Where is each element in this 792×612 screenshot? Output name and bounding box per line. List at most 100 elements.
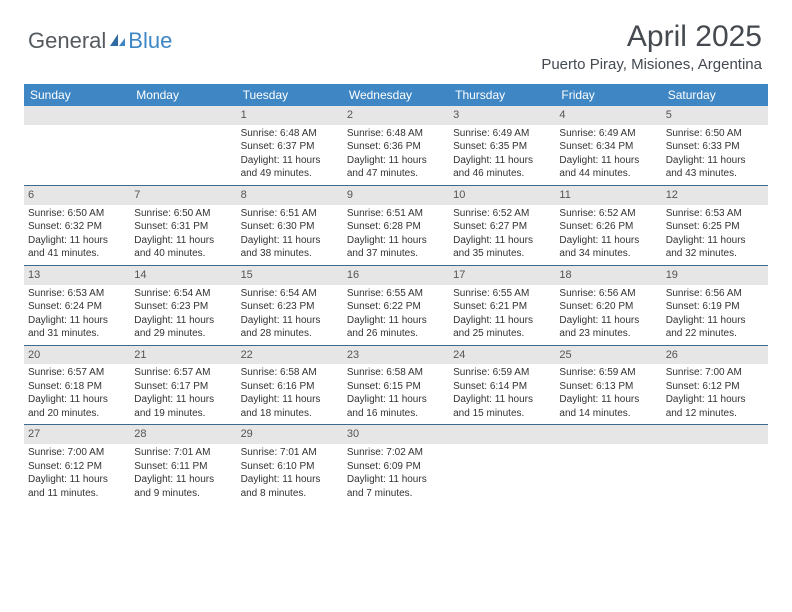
logo: General Blue xyxy=(28,28,172,54)
location-text: Puerto Piray, Misiones, Argentina xyxy=(541,56,762,73)
day-details: Sunrise: 6:50 AMSunset: 6:32 PMDaylight:… xyxy=(24,207,130,261)
sunrise-text: Sunrise: 6:58 AM xyxy=(241,366,339,380)
sunset-text: Sunset: 6:19 PM xyxy=(666,300,764,314)
sunrise-text: Sunrise: 7:01 AM xyxy=(241,446,339,460)
daylight-text: Daylight: 11 hours and 18 minutes. xyxy=(241,393,339,420)
daylight-text: Daylight: 11 hours and 31 minutes. xyxy=(28,314,126,341)
calendar-cell xyxy=(555,425,661,504)
daylight-text: Daylight: 11 hours and 20 minutes. xyxy=(28,393,126,420)
calendar-cell: 20Sunrise: 6:57 AMSunset: 6:18 PMDayligh… xyxy=(24,346,130,425)
day-number: 5 xyxy=(662,106,768,125)
day-details: Sunrise: 6:56 AMSunset: 6:19 PMDaylight:… xyxy=(662,287,768,341)
weekday-label: Monday xyxy=(130,84,236,106)
calendar-cell xyxy=(130,106,236,185)
calendar-cell: 5 Sunrise: 6:50 AMSunset: 6:33 PMDaylight… xyxy=(662,106,768,185)
day-number xyxy=(555,425,661,444)
daylight-text: Daylight: 11 hours and 38 minutes. xyxy=(241,234,339,261)
day-number: 9 xyxy=(343,186,449,205)
calendar-week: 1Sunrise: 6:48 AMSunset: 6:37 PMDaylight… xyxy=(24,106,768,185)
day-details: Sunrise: 6:55 AMSunset: 6:22 PMDaylight:… xyxy=(343,287,449,341)
sunrise-text: Sunrise: 7:00 AM xyxy=(28,446,126,460)
daylight-text: Daylight: 11 hours and 29 minutes. xyxy=(134,314,232,341)
daylight-text: Daylight: 11 hours and 19 minutes. xyxy=(134,393,232,420)
daylight-text: Daylight: 11 hours and 44 minutes. xyxy=(559,154,657,181)
sunset-text: Sunset: 6:23 PM xyxy=(241,300,339,314)
sunrise-text: Sunrise: 6:54 AM xyxy=(241,287,339,301)
weekday-label: Friday xyxy=(555,84,661,106)
sunrise-text: Sunrise: 7:02 AM xyxy=(347,446,445,460)
day-number: 19 xyxy=(662,266,768,285)
sunrise-text: Sunrise: 6:55 AM xyxy=(453,287,551,301)
sunset-text: Sunset: 6:12 PM xyxy=(28,460,126,474)
calendar-cell: 1Sunrise: 6:48 AMSunset: 6:37 PMDaylight… xyxy=(237,106,343,185)
day-details: Sunrise: 6:57 AMSunset: 6:18 PMDaylight:… xyxy=(24,366,130,420)
sunrise-text: Sunrise: 6:50 AM xyxy=(28,207,126,221)
weekday-header: SundayMondayTuesdayWednesdayThursdayFrid… xyxy=(24,84,768,106)
calendar-cell: 22Sunrise: 6:58 AMSunset: 6:16 PMDayligh… xyxy=(237,346,343,425)
day-details: Sunrise: 6:50 AMSunset: 6:31 PMDaylight:… xyxy=(130,207,236,261)
day-details: Sunrise: 6:48 AMSunset: 6:36 PMDaylight:… xyxy=(343,127,449,181)
sunset-text: Sunset: 6:16 PM xyxy=(241,380,339,394)
calendar-cell: 8Sunrise: 6:51 AMSunset: 6:30 PMDaylight… xyxy=(237,186,343,265)
sunrise-text: Sunrise: 6:57 AM xyxy=(28,366,126,380)
daylight-text: Daylight: 11 hours and 34 minutes. xyxy=(559,234,657,261)
calendar-cell: 9Sunrise: 6:51 AMSunset: 6:28 PMDaylight… xyxy=(343,186,449,265)
day-number xyxy=(130,106,236,125)
sunrise-text: Sunrise: 6:50 AM xyxy=(666,127,764,141)
day-number: 22 xyxy=(237,346,343,365)
day-number: 24 xyxy=(449,346,555,365)
day-details: Sunrise: 6:58 AMSunset: 6:16 PMDaylight:… xyxy=(237,366,343,420)
day-details: Sunrise: 6:48 AMSunset: 6:37 PMDaylight:… xyxy=(237,127,343,181)
day-details: Sunrise: 6:49 AMSunset: 6:34 PMDaylight:… xyxy=(555,127,661,181)
sunset-text: Sunset: 6:13 PM xyxy=(559,380,657,394)
day-number: 12 xyxy=(662,186,768,205)
calendar-week: 27Sunrise: 7:00 AMSunset: 6:12 PMDayligh… xyxy=(24,424,768,504)
daylight-text: Daylight: 11 hours and 25 minutes. xyxy=(453,314,551,341)
calendar-cell: 4Sunrise: 6:49 AMSunset: 6:34 PMDaylight… xyxy=(555,106,661,185)
calendar-week: 13Sunrise: 6:53 AMSunset: 6:24 PMDayligh… xyxy=(24,265,768,345)
day-number: 21 xyxy=(130,346,236,365)
sunrise-text: Sunrise: 6:58 AM xyxy=(347,366,445,380)
sunset-text: Sunset: 6:22 PM xyxy=(347,300,445,314)
day-details: Sunrise: 6:52 AMSunset: 6:26 PMDaylight:… xyxy=(555,207,661,261)
sunset-text: Sunset: 6:35 PM xyxy=(453,140,551,154)
day-number: 25 xyxy=(555,346,661,365)
day-details: Sunrise: 6:52 AMSunset: 6:27 PMDaylight:… xyxy=(449,207,555,261)
calendar-cell: 27Sunrise: 7:00 AMSunset: 6:12 PMDayligh… xyxy=(24,425,130,504)
logo-sail-icon xyxy=(108,28,126,54)
calendar: SundayMondayTuesdayWednesdayThursdayFrid… xyxy=(24,84,768,504)
calendar-cell xyxy=(662,425,768,504)
daylight-text: Daylight: 11 hours and 37 minutes. xyxy=(347,234,445,261)
weekday-label: Sunday xyxy=(24,84,130,106)
sunset-text: Sunset: 6:17 PM xyxy=(134,380,232,394)
sunset-text: Sunset: 6:24 PM xyxy=(28,300,126,314)
calendar-cell: 10Sunrise: 6:52 AMSunset: 6:27 PMDayligh… xyxy=(449,186,555,265)
sunrise-text: Sunrise: 6:53 AM xyxy=(28,287,126,301)
day-details: Sunrise: 7:01 AMSunset: 6:11 PMDaylight:… xyxy=(130,446,236,500)
sunrise-text: Sunrise: 6:50 AM xyxy=(134,207,232,221)
day-details: Sunrise: 6:54 AMSunset: 6:23 PMDaylight:… xyxy=(130,287,236,341)
day-number: 8 xyxy=(237,186,343,205)
daylight-text: Daylight: 11 hours and 49 minutes. xyxy=(241,154,339,181)
daylight-text: Daylight: 11 hours and 40 minutes. xyxy=(134,234,232,261)
calendar-cell: 25Sunrise: 6:59 AMSunset: 6:13 PMDayligh… xyxy=(555,346,661,425)
logo-text-blue: Blue xyxy=(128,28,172,54)
calendar-cell: 21Sunrise: 6:57 AMSunset: 6:17 PMDayligh… xyxy=(130,346,236,425)
day-number: 28 xyxy=(130,425,236,444)
day-details: Sunrise: 7:02 AMSunset: 6:09 PMDaylight:… xyxy=(343,446,449,500)
sunrise-text: Sunrise: 6:52 AM xyxy=(453,207,551,221)
sunset-text: Sunset: 6:36 PM xyxy=(347,140,445,154)
day-details: Sunrise: 6:55 AMSunset: 6:21 PMDaylight:… xyxy=(449,287,555,341)
sunrise-text: Sunrise: 6:59 AM xyxy=(559,366,657,380)
header-right: April 2025 Puerto Piray, Misiones, Argen… xyxy=(541,20,762,73)
sunrise-text: Sunrise: 6:52 AM xyxy=(559,207,657,221)
day-number: 2 xyxy=(343,106,449,125)
day-details: Sunrise: 6:50 AMSunset: 6:33 PMDaylight:… xyxy=(662,127,768,181)
day-number: 17 xyxy=(449,266,555,285)
weekday-label: Tuesday xyxy=(237,84,343,106)
calendar-cell: 17 Sunrise: 6:55 AMSunset: 6:21 PMDayligh… xyxy=(449,266,555,345)
calendar-week: 20Sunrise: 6:57 AMSunset: 6:18 PMDayligh… xyxy=(24,345,768,425)
logo-text-general: General xyxy=(28,28,106,54)
day-details: Sunrise: 6:59 AMSunset: 6:13 PMDaylight:… xyxy=(555,366,661,420)
day-details: Sunrise: 6:49 AMSunset: 6:35 PMDaylight:… xyxy=(449,127,555,181)
